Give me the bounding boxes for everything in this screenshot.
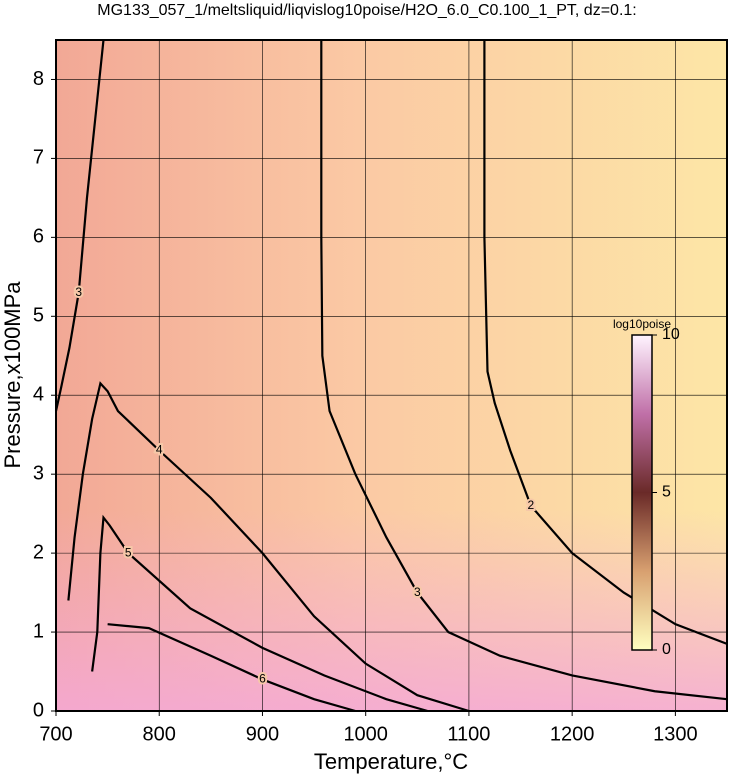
contour-label: 5 [125, 545, 132, 559]
colorbar-tick-label: 5 [662, 484, 671, 501]
plot-area: 2 3 3 4 5 6 [54, 39, 728, 713]
colorbar-label: log10poise [613, 317, 671, 331]
y-tick-label: 8 [33, 68, 44, 90]
x-tick-label: 900 [246, 723, 279, 745]
x-tick-label: 1300 [653, 723, 698, 745]
plot-frame [55, 39, 728, 712]
y-tick-label: 5 [33, 305, 44, 327]
x-axis-label: Temperature,°C [314, 749, 468, 774]
contour-label: 3 [75, 285, 82, 299]
contour-line [107, 623, 356, 713]
x-tick-label: 1100 [447, 723, 490, 745]
x-tick-label: 800 [143, 723, 176, 745]
y-tick-label: 3 [33, 462, 44, 484]
y-tick-label: 7 [33, 147, 44, 169]
contour-label: 3 [414, 585, 421, 599]
x-tick-label: 1000 [343, 723, 388, 745]
contour-label: 2 [528, 498, 535, 512]
contour-line [91, 514, 428, 713]
y-tick-label: 6 [33, 226, 44, 248]
y-tick-label: 4 [33, 384, 44, 406]
contour-line [67, 381, 470, 713]
y-axis-label: Pressure,x100MPa [0, 281, 25, 469]
x-tick-label: 1200 [550, 723, 595, 745]
y-tick-label: 0 [33, 699, 44, 721]
chart-title: MG133_057_1/meltsliquid/liqvislog10poise… [97, 2, 636, 19]
x-tick-label: 700 [39, 723, 72, 745]
contour-label: 6 [259, 672, 266, 686]
contour-line [54, 39, 105, 412]
colorbar [631, 334, 653, 651]
y-tick-label: 1 [33, 620, 44, 642]
background-overlay [56, 40, 727, 711]
y-tick-label: 2 [33, 541, 44, 563]
contour-line [320, 40, 728, 701]
contour-label: 4 [156, 443, 163, 457]
colorbar-tick-label: 10 [662, 326, 680, 343]
colorbar-tick-label: 0 [662, 641, 671, 658]
